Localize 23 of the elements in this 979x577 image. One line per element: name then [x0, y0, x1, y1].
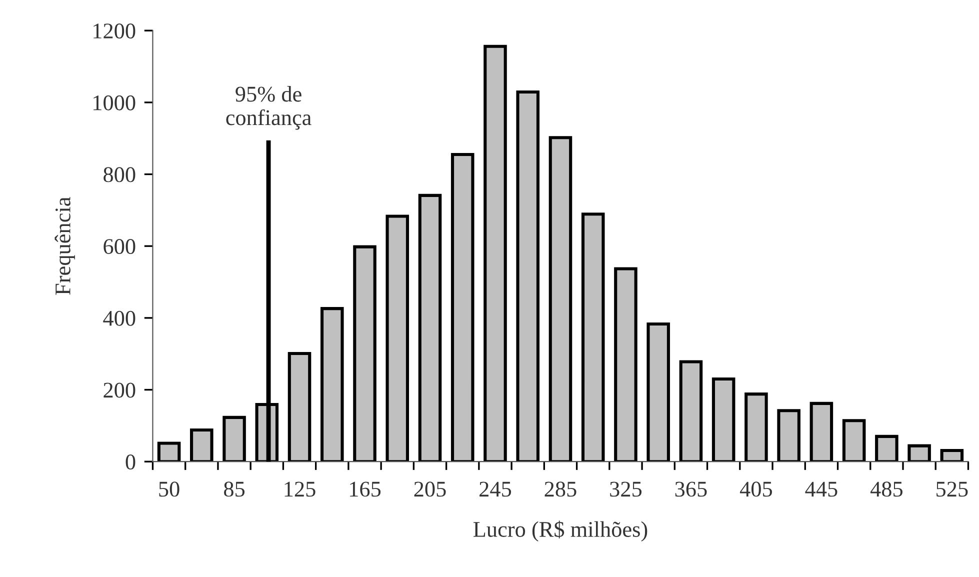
x-axis-title: Lucro (R$ milhões)	[473, 520, 648, 542]
x-tick-label: 525	[936, 482, 968, 497]
x-tick-label: 285	[544, 482, 576, 497]
y-axis-title: Frequência	[54, 197, 75, 295]
x-tick-label: 85	[224, 482, 245, 497]
x-tick-label: 445	[805, 482, 838, 497]
x-tick-label: 205	[414, 482, 446, 497]
x-tick-label: 325	[610, 482, 642, 497]
y-tick-label: 400	[103, 310, 136, 326]
x-tick-label: 165	[350, 482, 381, 497]
annotation: 95% de confiança	[226, 86, 312, 130]
y-tick-label: 0	[126, 454, 136, 470]
y-tick-label: 1000	[94, 95, 136, 110]
x-tick-label: 485	[870, 482, 902, 497]
x-tick-label: 245	[480, 482, 512, 497]
x-tick-label: 405	[740, 482, 772, 497]
y-tick-label: 200	[104, 382, 136, 398]
y-tick-label: 800	[104, 167, 136, 182]
x-tick-label: 125	[284, 482, 316, 497]
y-tick-label: 1200	[94, 24, 136, 39]
x-tick-label: 365	[675, 482, 707, 497]
x-tick-label: 50	[159, 482, 180, 497]
y-tick-label: 600	[104, 239, 136, 254]
